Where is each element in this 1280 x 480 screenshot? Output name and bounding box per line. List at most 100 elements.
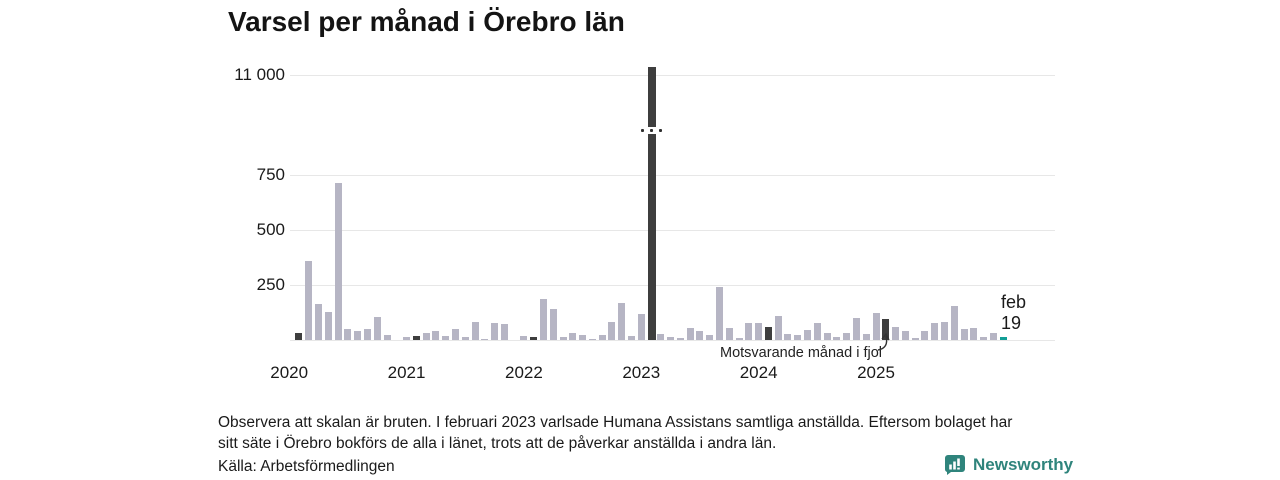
x-axis-tick-label: 2020 xyxy=(270,363,309,382)
bar-2020-03 xyxy=(305,260,313,340)
y-axis-tick-label: 750 xyxy=(256,165,285,184)
annotation-arrow-icon xyxy=(877,332,890,351)
comparison-annotation: Motsvarande månad i fjol xyxy=(720,345,882,361)
bar-2021-09 xyxy=(481,338,489,340)
bar-2021-11 xyxy=(500,324,508,340)
bar-2025-07 xyxy=(931,323,939,340)
x-axis-tick-label: 2024 xyxy=(739,363,778,382)
bar-2021-07 xyxy=(461,337,469,340)
x-axis-tick-label: 2025 xyxy=(857,363,895,382)
bar-2025-06 xyxy=(921,330,929,340)
bar-2024-04 xyxy=(784,334,792,340)
chart-title: Varsel per månad i Örebro län xyxy=(228,6,625,37)
bar-2020-06 xyxy=(334,182,342,340)
gridline xyxy=(290,75,1055,76)
bar-2021-10 xyxy=(491,323,499,340)
bar-2020-02 xyxy=(295,332,303,340)
bar-2021-04 xyxy=(432,330,440,340)
bar-2023-08 xyxy=(706,334,714,340)
y-axis-tick-label: 11 000 xyxy=(234,65,285,84)
current-month-label: feb 19 xyxy=(1001,292,1026,334)
bar-2025-02 xyxy=(882,319,890,340)
bar-2020-04 xyxy=(315,303,323,340)
bar-2020-07 xyxy=(344,329,352,340)
bar-2020-09 xyxy=(363,329,371,340)
bar-2022-11 xyxy=(618,303,626,340)
bar-2021-05 xyxy=(442,336,450,340)
gridline xyxy=(290,340,1055,341)
gridline xyxy=(290,230,1055,231)
source-credit: Källa: Arbetsförmedlingen xyxy=(218,458,395,475)
bar-2022-04 xyxy=(549,309,557,340)
bar-2025-03 xyxy=(892,327,900,340)
y-axis-tick-label: 500 xyxy=(256,220,285,239)
bar-2023-10 xyxy=(725,328,733,340)
bar-2025-11 xyxy=(970,327,978,340)
bar-2020-11 xyxy=(383,334,391,340)
scale-break-dot xyxy=(641,129,645,132)
bar-2020-08 xyxy=(354,331,362,340)
bar-2025-10 xyxy=(960,329,968,340)
bar-2025-09 xyxy=(950,305,958,340)
x-axis-tick-label: 2021 xyxy=(387,363,426,382)
bar-2020-05 xyxy=(324,312,332,340)
scale-break-dot xyxy=(659,129,663,132)
current-month-label-line1: feb xyxy=(1001,292,1027,312)
x-axis-tick-label: 2022 xyxy=(504,363,543,382)
bar-2025-08 xyxy=(940,321,948,340)
gridline xyxy=(290,285,1055,286)
bar-2022-02 xyxy=(530,336,538,340)
bar-2026-02 xyxy=(999,336,1007,340)
bar-2024-06 xyxy=(804,330,812,340)
bar-2022-03 xyxy=(539,299,547,340)
bar-2023-03 xyxy=(657,334,665,340)
bar-2022-05 xyxy=(559,336,567,340)
bar-2022-08 xyxy=(588,339,596,340)
scale-footnote: Observera att skalan är bruten. I februa… xyxy=(218,412,1118,454)
bar-2026-01 xyxy=(989,333,997,340)
scale-break-dot xyxy=(650,129,654,132)
newsworthy-logo-icon xyxy=(944,455,965,475)
bar-2024-08 xyxy=(823,333,831,340)
current-month-label-line2: 19 xyxy=(1001,313,1022,333)
bar-2021-01 xyxy=(403,336,411,340)
bar-2023-02 xyxy=(647,67,656,340)
bar-2023-12 xyxy=(745,323,753,340)
scale-footnote-line1: Observera att skalan är bruten. I februa… xyxy=(218,414,1013,431)
bar-2021-06 xyxy=(451,329,459,340)
bar-2024-10 xyxy=(843,332,851,340)
bar-2023-07 xyxy=(696,330,704,340)
scale-footnote-line2: sitt säte i Örebro bokförs de alla i län… xyxy=(218,435,777,452)
bar-2024-01 xyxy=(755,323,763,340)
bar-2023-06 xyxy=(686,328,694,340)
bar-2025-01 xyxy=(872,312,880,340)
bar-2025-05 xyxy=(911,338,919,340)
newsworthy-logo: Newsworthy xyxy=(944,454,1073,476)
bar-2025-12 xyxy=(980,336,988,340)
bar-2022-01 xyxy=(520,336,528,340)
gridline xyxy=(290,175,1055,176)
bar-2024-09 xyxy=(833,337,841,340)
x-axis-tick-label: 2023 xyxy=(622,363,661,382)
bar-2024-07 xyxy=(813,322,821,340)
bar-2021-03 xyxy=(422,333,430,340)
bar-2020-10 xyxy=(373,316,381,340)
newsworthy-logo-text: Newsworthy xyxy=(973,455,1074,474)
bar-2023-01 xyxy=(637,314,645,340)
bar-2024-02 xyxy=(764,326,772,340)
bar-2023-04 xyxy=(667,336,675,340)
bar-2024-12 xyxy=(862,334,870,340)
bar-2023-05 xyxy=(676,338,684,340)
bar-2025-04 xyxy=(901,330,909,340)
bar-2021-08 xyxy=(471,321,479,340)
bar-2022-12 xyxy=(628,336,635,340)
bar-2023-11 xyxy=(735,337,743,340)
bar-2022-09 xyxy=(598,335,606,340)
bar-2021-02 xyxy=(412,335,420,340)
bar-2024-03 xyxy=(774,315,782,340)
bar-2022-10 xyxy=(608,321,616,340)
y-axis-tick-label: 250 xyxy=(256,275,285,294)
bar-2024-05 xyxy=(794,334,802,340)
bar-2022-06 xyxy=(569,332,577,340)
